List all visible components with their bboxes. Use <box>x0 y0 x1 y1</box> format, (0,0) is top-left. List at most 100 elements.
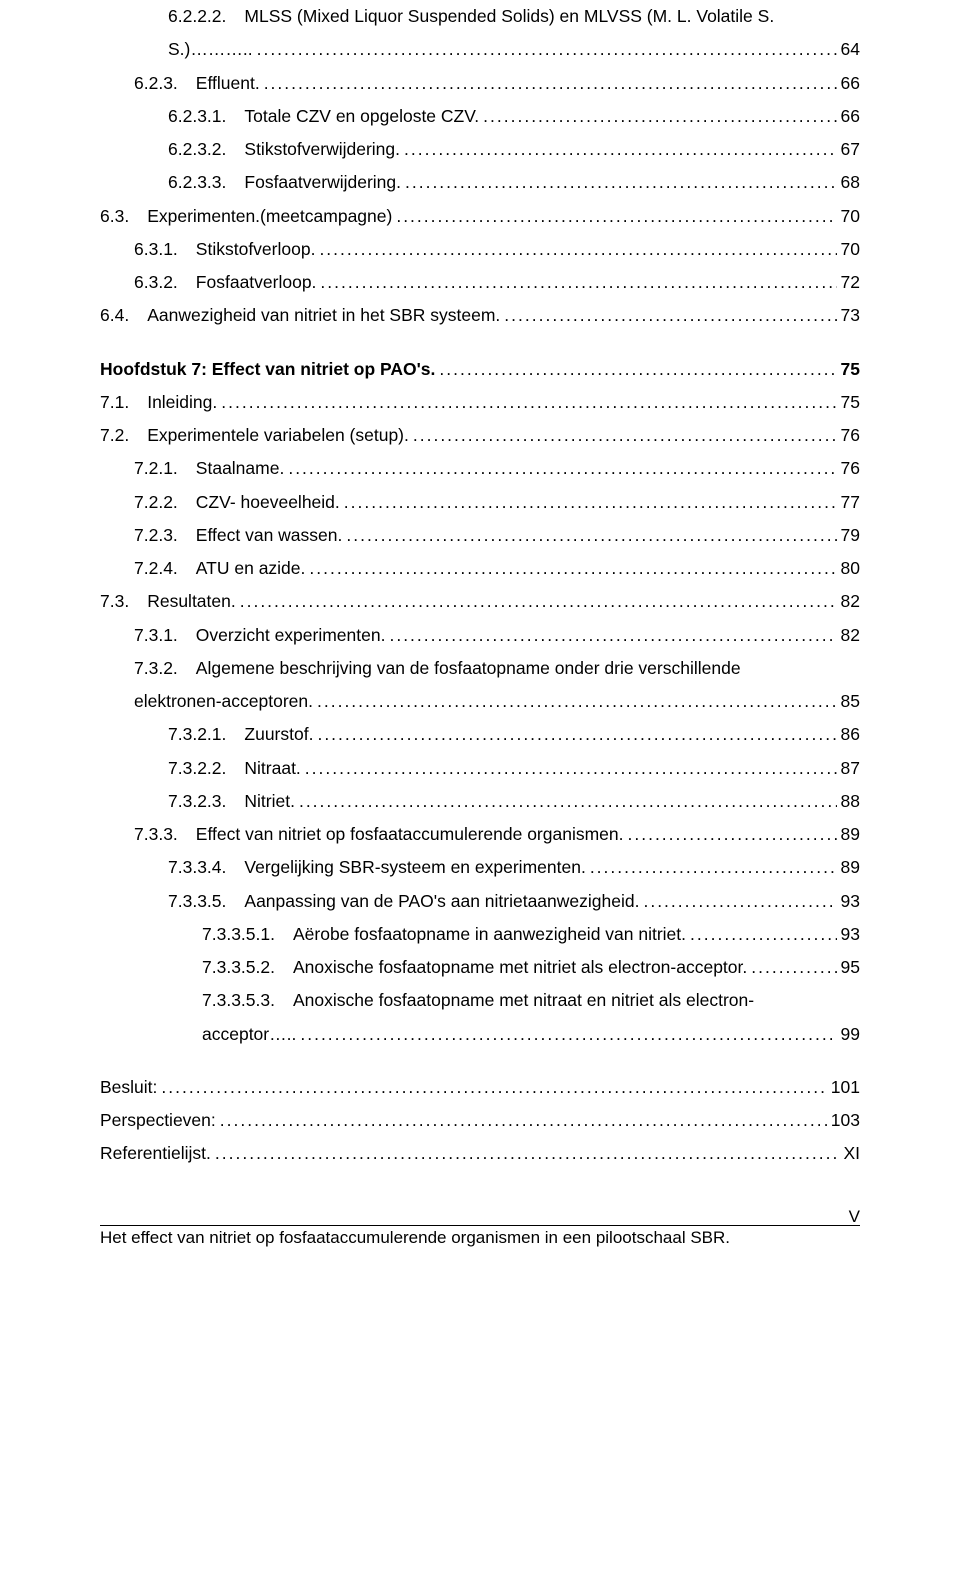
toc-leader-dots <box>400 133 837 166</box>
toc-leader-dots <box>216 1104 827 1137</box>
toc-entry-page: 75 <box>837 353 860 386</box>
toc-entry-page: 85 <box>837 685 860 718</box>
toc-entry: 7.3.3.4.Vergelijking SBR-systeem en expe… <box>100 851 860 884</box>
toc-entry-label: Staalname. <box>196 452 285 485</box>
toc-entry-number: 7.3.2.3. <box>168 785 244 818</box>
toc-entry-label: Fosfaatverwijdering. <box>244 166 401 199</box>
toc-entry-number: 7.2.1. <box>134 452 196 485</box>
toc-entry: 6.2.2.2.MLSS (Mixed Liquor Suspended Sol… <box>100 0 860 33</box>
toc-entry-page: 80 <box>837 552 860 585</box>
toc-entry-label: Resultaten. <box>147 585 236 618</box>
toc-leader-dots <box>315 233 836 266</box>
toc-entry-number: 7.3.3.5.3. <box>202 984 293 1017</box>
toc-leader-dots <box>409 419 837 452</box>
toc-entry-page: 75 <box>837 386 860 419</box>
toc-entry: acceptor…..99 <box>100 1018 860 1051</box>
toc-leader-dots <box>342 519 836 552</box>
toc-entry-number: 7.3.3.5. <box>168 885 244 918</box>
toc-entry: 6.3.1.Stikstofverloop.70 <box>100 233 860 266</box>
toc-entry-page: 86 <box>837 718 860 751</box>
toc-entry-label: Vergelijking SBR-systeem en experimenten… <box>244 851 585 884</box>
toc-entry: 6.2.3.1.Totale CZV en opgeloste CZV.66 <box>100 100 860 133</box>
toc-entry-page: 103 <box>827 1104 860 1137</box>
toc-leader-dots <box>624 818 837 851</box>
footer-row: Het effect van nitriet op fosfaataccumul… <box>100 1228 860 1248</box>
toc-entry-page: 70 <box>837 233 860 266</box>
toc-leader-dots <box>479 100 836 133</box>
table-of-contents: 6.2.2.2.MLSS (Mixed Liquor Suspended Sol… <box>100 0 860 1171</box>
toc-entry-page: 76 <box>837 419 860 452</box>
toc-entry-number: 6.2.2.2. <box>168 0 244 33</box>
toc-entry-page: 66 <box>837 67 860 100</box>
toc-entry-page: 93 <box>837 918 860 951</box>
toc-entry: 7.3.3.5.3.Anoxische fosfaatopname met ni… <box>100 984 860 1017</box>
toc-leader-dots <box>211 1137 840 1170</box>
toc-entry-number: 7.3.1. <box>134 619 196 652</box>
toc-entry-label: Aanwezigheid van nitriet in het SBR syst… <box>147 299 500 332</box>
toc-entry-number: 7.3.3. <box>134 818 196 851</box>
toc-entry-page: XI <box>839 1137 860 1170</box>
toc-entry-number: 6.2.3.2. <box>168 133 244 166</box>
toc-spacer <box>100 1051 860 1071</box>
toc-entry-number: 6.3.1. <box>134 233 196 266</box>
toc-entry-number: 7.3.2.1. <box>168 718 244 751</box>
toc-entry-label: Effluent. <box>196 67 260 100</box>
toc-entry-number: 7.3. <box>100 585 147 618</box>
page-container: 6.2.2.2.MLSS (Mixed Liquor Suspended Sol… <box>0 0 960 1594</box>
toc-leader-dots <box>316 266 836 299</box>
toc-entry-number: 7.2.2. <box>134 486 196 519</box>
toc-entry-number: 7.3.3.5.1. <box>202 918 293 951</box>
toc-entry: 7.3.3.5.2.Anoxische fosfaatopname met ni… <box>100 951 860 984</box>
toc-leader-dots <box>385 619 836 652</box>
toc-entry-page: 76 <box>837 452 860 485</box>
toc-leader-dots <box>500 299 836 332</box>
toc-entry: 7.3.3.Effect van nitriet op fosfaataccum… <box>100 818 860 851</box>
toc-entry-label: Algemene beschrijving van de fosfaatopna… <box>196 652 741 685</box>
toc-entry-label: Effect van nitriet op fosfaataccumuleren… <box>196 818 624 851</box>
toc-leader-dots <box>435 353 836 386</box>
toc-entry-page: 93 <box>837 885 860 918</box>
toc-entry-number: 7.2.4. <box>134 552 196 585</box>
toc-entry-page: 64 <box>837 33 860 66</box>
toc-entry-label: S.)……….. <box>168 33 253 66</box>
toc-leader-dots <box>586 851 837 884</box>
toc-entry-number: 7.2. <box>100 419 147 452</box>
toc-entry: Referentielijst.XI <box>100 1137 860 1170</box>
toc-leader-dots <box>392 200 836 233</box>
toc-entry-label: ATU en azide. <box>196 552 306 585</box>
toc-leader-dots <box>260 67 837 100</box>
toc-entry: 7.3.1.Overzicht experimenten.82 <box>100 619 860 652</box>
toc-entry-number: 6.3.2. <box>134 266 196 299</box>
toc-entry: 6.4.Aanwezigheid van nitriet in het SBR … <box>100 299 860 332</box>
toc-entry-label: MLSS (Mixed Liquor Suspended Solids) en … <box>244 0 774 33</box>
toc-entry-label: Experimenten.(meetcampagne) <box>147 200 392 233</box>
toc-entry-number: 6.4. <box>100 299 147 332</box>
toc-entry: 7.2.2.CZV- hoeveelheid.77 <box>100 486 860 519</box>
toc-entry-label: Nitriet. <box>244 785 295 818</box>
toc-leader-dots <box>747 951 836 984</box>
toc-entry-label: elektronen-acceptoren. <box>134 685 313 718</box>
toc-entry: 7.3.2.Algemene beschrijving van de fosfa… <box>100 652 860 685</box>
toc-entry-label: Experimentele variabelen (setup). <box>147 419 409 452</box>
toc-entry-page: 89 <box>837 851 860 884</box>
toc-entry: 7.2.Experimentele variabelen (setup). 76 <box>100 419 860 452</box>
toc-entry-label: Aanpassing van de PAO's aan nitrietaanwe… <box>244 885 639 918</box>
toc-entry-page: 88 <box>837 785 860 818</box>
toc-leader-dots <box>217 386 836 419</box>
toc-entry: 7.3.Resultaten. 82 <box>100 585 860 618</box>
toc-entry-page: 82 <box>837 585 860 618</box>
toc-entry: 7.2.1.Staalname. 76 <box>100 452 860 485</box>
toc-entry-page: 99 <box>837 1018 860 1051</box>
toc-entry-number: 7.1. <box>100 386 147 419</box>
toc-entry-page: 72 <box>837 266 860 299</box>
toc-entry: 7.2.3.Effect van wassen.79 <box>100 519 860 552</box>
toc-entry: 6.2.3.3.Fosfaatverwijdering.68 <box>100 166 860 199</box>
toc-entry-page: 95 <box>837 951 860 984</box>
toc-leader-dots <box>639 885 836 918</box>
toc-entry-page: 77 <box>837 486 860 519</box>
toc-leader-dots <box>305 552 836 585</box>
toc-entry: 7.2.4.ATU en azide. 80 <box>100 552 860 585</box>
toc-entry: elektronen-acceptoren. 85 <box>100 685 860 718</box>
toc-entry: Perspectieven:103 <box>100 1104 860 1137</box>
toc-entry-label: Effect van wassen. <box>196 519 343 552</box>
